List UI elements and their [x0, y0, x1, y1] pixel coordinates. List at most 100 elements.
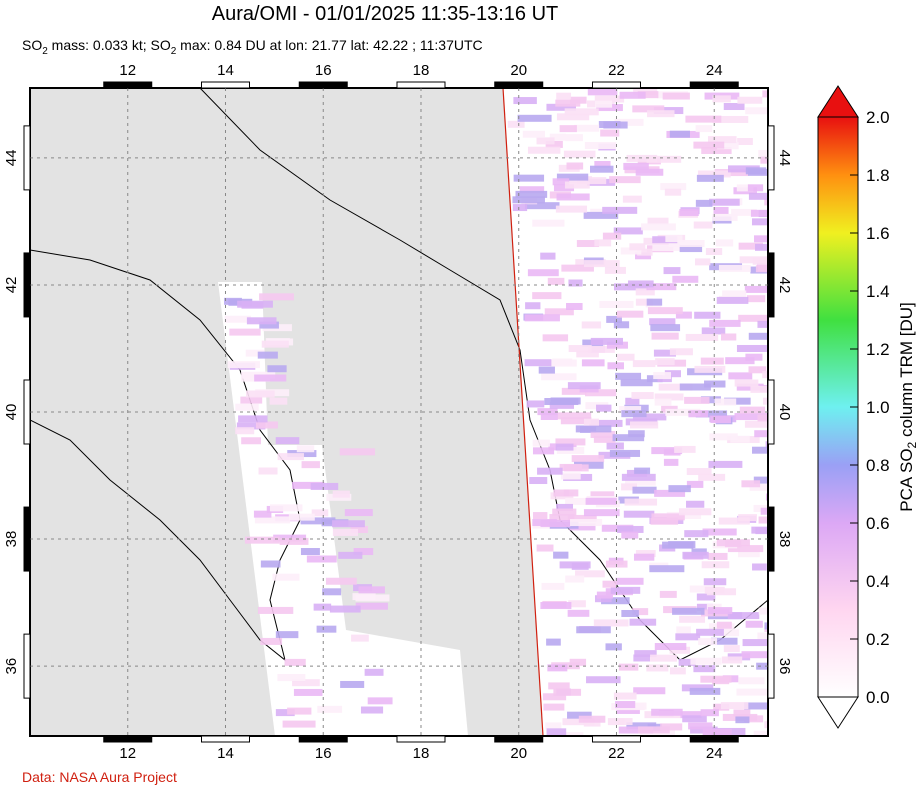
- frame-band: [689, 735, 739, 743]
- pixel: [754, 430, 768, 438]
- y-tick-label: 38: [3, 531, 20, 548]
- subtitle-part: mass: 0.033 kt; SO: [48, 37, 171, 53]
- pixel: [590, 337, 624, 345]
- pixel: [679, 383, 711, 391]
- pixel: [340, 680, 365, 688]
- pixel: [562, 718, 595, 726]
- pixel: [609, 176, 641, 184]
- pixel: [538, 366, 555, 374]
- pixel: [512, 204, 528, 212]
- pixel: [246, 317, 277, 325]
- pixel: [617, 525, 644, 533]
- pixel: [707, 552, 728, 560]
- pixel: [702, 728, 732, 736]
- pixel: [649, 565, 685, 573]
- pixel: [566, 303, 583, 310]
- pixel: [594, 100, 613, 108]
- pixel: [593, 435, 616, 443]
- pixel: [587, 345, 615, 353]
- pixel: [542, 334, 569, 342]
- pixel: [725, 357, 755, 365]
- pixel: [681, 684, 714, 692]
- pixel: [631, 392, 654, 400]
- frame-band: [396, 81, 446, 89]
- pixel: [654, 643, 687, 651]
- pixel: [707, 607, 733, 615]
- pixel: [712, 115, 749, 123]
- pixel: [567, 609, 590, 617]
- pixel: [735, 716, 750, 724]
- pixel: [613, 321, 630, 329]
- frame-band: [23, 379, 31, 445]
- pixel: [626, 722, 657, 730]
- pixel: [567, 711, 592, 719]
- pixel: [704, 586, 725, 594]
- pixel: [736, 383, 764, 391]
- pixel: [310, 482, 339, 490]
- pixel: [679, 615, 706, 623]
- pixel: [764, 622, 768, 630]
- colorbar-label-part: column TRM [DU]: [897, 302, 916, 442]
- frame-band: [591, 735, 641, 743]
- x-tick-label: 14: [217, 62, 234, 79]
- pixel: [619, 406, 642, 414]
- pixel: [565, 134, 583, 142]
- pixel: [570, 519, 603, 527]
- pixel: [701, 146, 732, 154]
- pixel: [730, 435, 750, 443]
- pixel: [685, 333, 719, 341]
- pixel: [738, 314, 768, 322]
- pixel: [350, 526, 368, 534]
- pixel: [316, 625, 337, 633]
- pixel: [532, 292, 562, 300]
- colorbar-tick-label: 1.2: [866, 340, 890, 359]
- pixel: [651, 708, 683, 716]
- pixel: [741, 480, 761, 488]
- pixel: [764, 721, 768, 729]
- pixel: [613, 227, 643, 235]
- pixel: [622, 195, 642, 203]
- pixel: [716, 539, 750, 547]
- pixel: [678, 508, 712, 516]
- pixel: [637, 91, 659, 99]
- colorbar-max-arrow: [817, 85, 859, 118]
- pixel: [750, 209, 768, 217]
- pixel: [663, 267, 681, 275]
- pixel: [537, 408, 558, 416]
- pixel: [660, 723, 683, 731]
- frame-band: [23, 506, 31, 572]
- pixel: [260, 560, 281, 568]
- pixel: [662, 92, 690, 100]
- pixel: [762, 371, 768, 379]
- pixel: [720, 333, 737, 341]
- x-tick-label: 18: [413, 62, 430, 79]
- pixel: [737, 96, 763, 104]
- y-tick-label: 38: [776, 531, 793, 548]
- pixel: [646, 155, 682, 163]
- frame-band: [767, 125, 775, 191]
- colorbar-tick-label: 0.6: [866, 514, 890, 533]
- pixel: [583, 418, 599, 426]
- pixel: [621, 531, 639, 539]
- pixel: [255, 421, 278, 429]
- pixel: [633, 553, 655, 561]
- pixel: [556, 193, 590, 201]
- pixel: [594, 95, 625, 103]
- pixel: [602, 206, 638, 214]
- pixel: [626, 154, 658, 162]
- pixel: [686, 468, 712, 476]
- pixel: [632, 360, 656, 368]
- frame-band: [103, 81, 153, 89]
- pixel: [617, 718, 633, 726]
- y-tick-label: 40: [3, 404, 20, 421]
- pixel: [739, 256, 768, 264]
- x-tick-label: 14: [217, 745, 234, 762]
- pixel: [744, 715, 764, 723]
- pixel: [574, 461, 604, 469]
- pixel: [748, 332, 768, 340]
- pixel: [240, 396, 263, 404]
- pixel: [550, 397, 581, 405]
- pixel: [549, 133, 566, 141]
- pixel: [594, 595, 612, 603]
- pixel: [543, 703, 565, 711]
